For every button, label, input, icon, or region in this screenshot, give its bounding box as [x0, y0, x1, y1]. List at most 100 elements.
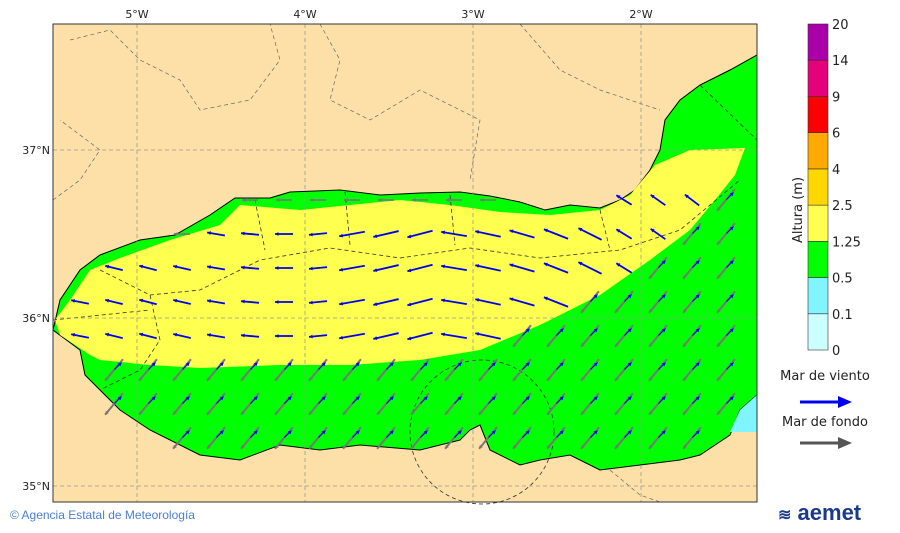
colorbar-tick: 2.5 — [832, 199, 853, 214]
wind-sea-arrow — [206, 265, 226, 271]
swell-arrow — [410, 358, 430, 382]
swell-arrow — [716, 256, 736, 280]
wind-sea-arrow — [182, 430, 190, 438]
wind-sea-arrow — [441, 298, 467, 306]
map-frame — [52, 23, 758, 503]
colorbar-tick: 20 — [832, 18, 849, 33]
colorbar-tick: 4 — [832, 163, 840, 178]
colorbar-title: Altura (m) — [791, 177, 806, 243]
colorbar-tick: 9 — [832, 90, 840, 105]
colorbar: 0 0.1 0.5 1.25 2.5 4 6 9 14 20 — [807, 18, 861, 359]
swell-arrow — [648, 290, 668, 314]
colorbar-segment — [807, 204, 829, 242]
wind-sea-arrow — [726, 362, 734, 370]
lat-tick: 36°N — [22, 312, 50, 325]
swell-label: Mar de fondo — [782, 415, 868, 430]
wind-sea-arrow — [284, 430, 292, 438]
swell-arrow — [648, 324, 668, 348]
swell-arrow — [614, 392, 634, 416]
swell-arrow — [240, 426, 260, 450]
wind-sea-arrow — [308, 232, 328, 237]
wind-sea-arrow — [318, 430, 326, 438]
wind-sea-arrow — [692, 328, 700, 336]
wind-sea-arrow — [615, 228, 633, 240]
swell-arrow — [614, 290, 634, 314]
wind-sea-arrow — [420, 430, 428, 438]
wind-sea-arrow — [624, 328, 632, 336]
swell-arrow — [174, 232, 190, 236]
swell-arrow — [580, 426, 600, 450]
wind-sea-arrow — [615, 262, 633, 274]
colorbar-tick: 0.5 — [832, 272, 853, 287]
swell-arrow — [478, 358, 498, 382]
colorbar-segment — [807, 241, 829, 278]
wind-sea-arrow — [475, 298, 501, 306]
swell-arrow — [378, 198, 394, 202]
wind-sea-arrow — [284, 396, 292, 404]
wind-sea-arrow — [543, 228, 569, 240]
wind-sea-arrow — [114, 362, 122, 370]
wind-sea-arrow — [522, 362, 530, 370]
swell-arrow — [614, 426, 634, 450]
colorbar-segment — [807, 96, 829, 133]
wind-sea-arrow — [522, 430, 530, 438]
wind-sea-arrow — [488, 362, 496, 370]
swell-arrow — [376, 392, 396, 416]
swell-arrow — [682, 222, 702, 246]
swell-arrow — [274, 392, 294, 416]
colorbar-segment — [807, 277, 829, 315]
wind-sea-arrow — [692, 294, 700, 302]
swell-arrow — [546, 426, 566, 450]
swell-arrow — [138, 392, 158, 416]
wind-sea-arrow — [139, 264, 157, 272]
wind-sea-arrow — [650, 194, 666, 206]
wind-sea-arrow — [70, 333, 90, 339]
graticule — [53, 24, 757, 502]
colorbar-segment — [807, 132, 829, 170]
wind-sea-arrow — [250, 362, 258, 370]
wind-sea-arrow — [352, 396, 360, 404]
wind-sea-arrow — [339, 230, 365, 238]
wind-sea-arrow — [441, 264, 467, 272]
wind-sea-arrow — [684, 193, 700, 207]
wind-sea-arrow — [522, 328, 530, 336]
swell-arrow — [614, 324, 634, 348]
wind-sea-arrow — [373, 264, 399, 273]
lat-tick: 35°N — [22, 480, 50, 493]
wind-sea-arrow — [692, 260, 700, 268]
wind-sea-arrow — [139, 298, 157, 306]
wind-sea-arrow — [658, 260, 666, 268]
swell-arrow — [682, 256, 702, 280]
swell-arrow — [206, 426, 226, 450]
wind-sea-arrow — [373, 230, 399, 239]
swell-arrow — [274, 426, 294, 450]
swell-arrow — [206, 392, 226, 416]
wind-sea-arrow — [522, 396, 530, 404]
swell-arrow — [342, 426, 362, 450]
wind-sea-arrow — [590, 328, 598, 336]
wind-sea-arrow — [692, 362, 700, 370]
wind-sea-arrow — [373, 332, 399, 341]
wind-sea-arrow — [488, 396, 496, 404]
colorbar-tick: 0.1 — [832, 308, 853, 323]
swell-arrow — [104, 358, 124, 382]
swell-arrow — [172, 358, 192, 382]
swell-arrow — [682, 392, 702, 416]
wind-sea-arrow — [509, 297, 535, 307]
wind-sea-arrow — [250, 396, 258, 404]
wind-sea-arrow — [509, 263, 535, 273]
wind-sea-arrow — [318, 362, 326, 370]
swell-arrow — [682, 426, 702, 450]
wind-sea-arrow — [206, 299, 226, 305]
swell-arrow — [580, 392, 600, 416]
colorbar-tick: 6 — [832, 127, 840, 142]
swell-arrow — [682, 324, 702, 348]
wind-sea-arrow — [441, 230, 467, 238]
swell-arrow — [580, 358, 600, 382]
wind-sea-arrow — [624, 294, 632, 302]
swell-arrow — [138, 358, 158, 382]
wind-sea-arrow — [624, 396, 632, 404]
wind-sea-arrow — [274, 300, 294, 304]
aemet-logo-text: aemet — [797, 500, 862, 525]
swell-arrow — [716, 188, 736, 212]
